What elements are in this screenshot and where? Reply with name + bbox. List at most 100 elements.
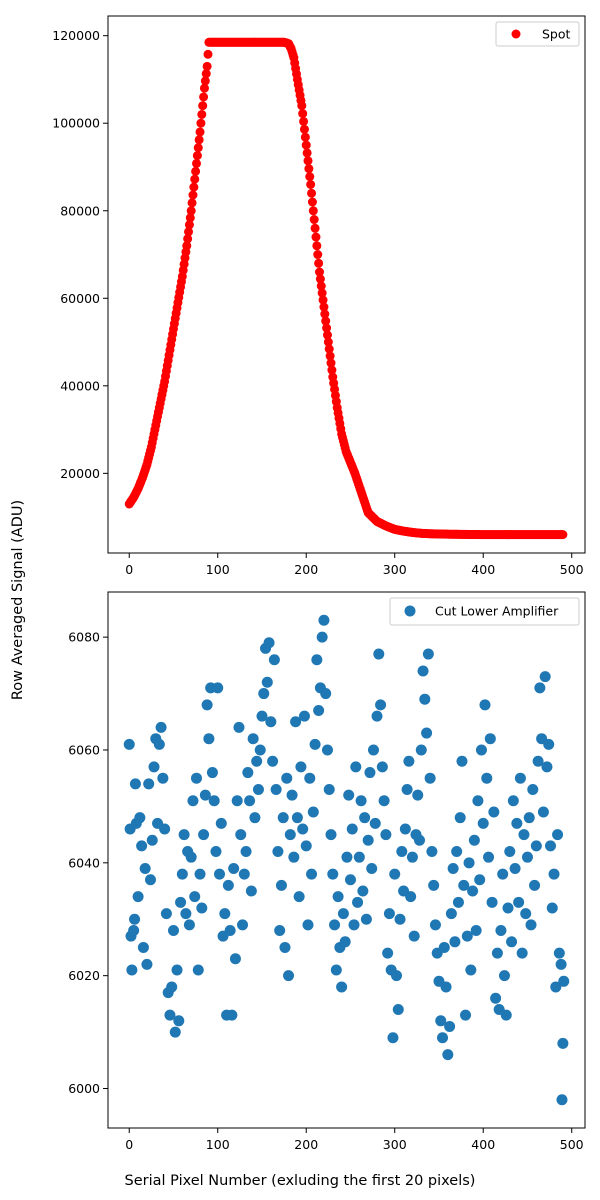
spot-data-point <box>184 220 194 230</box>
amplifier-data-point <box>173 1015 185 1027</box>
amplifier-data-point <box>403 755 415 767</box>
amplifier-data-point <box>311 654 323 666</box>
amplifier-data-point <box>302 919 314 931</box>
amplifier-data-point <box>226 1009 238 1021</box>
spot-data-point <box>186 206 196 216</box>
amplifier-data-point <box>544 840 556 852</box>
spot-data-point <box>301 140 311 150</box>
amplifier-data-point <box>550 981 562 993</box>
spot-y-tick-label: 20000 <box>60 466 100 481</box>
spot-data-point <box>320 309 330 319</box>
amplifier-data-point <box>283 970 295 982</box>
amplifier-data-point <box>279 941 291 953</box>
amplifier-data-point <box>483 851 495 863</box>
amplifier-data-point <box>327 868 339 880</box>
spot-data-point <box>309 215 319 225</box>
spot-data-point <box>312 241 322 251</box>
amplifier-legend-label: Cut Lower Amplifier <box>435 604 559 619</box>
spot-data-point <box>302 148 312 158</box>
amplifier-y-tick-label: 6060 <box>68 742 100 757</box>
amplifier-data-point <box>261 676 273 688</box>
amplifier-data-point <box>293 891 305 903</box>
spot-data-point <box>318 295 328 305</box>
spot-data-point <box>307 188 317 198</box>
amplifier-data-point <box>419 693 431 705</box>
amplifier-data-point <box>274 925 286 937</box>
amplifier-data-point <box>288 851 300 863</box>
spot-data-point <box>188 190 198 200</box>
amplifier-data-point <box>435 1015 447 1027</box>
spot-x-tick-label: 200 <box>294 562 318 577</box>
amplifier-data-point <box>556 1094 568 1106</box>
spot-data-point <box>193 143 203 153</box>
amplifier-data-point <box>387 1032 399 1044</box>
amplifier-data-point <box>383 908 395 920</box>
spot-data-point <box>321 316 331 326</box>
amplifier-data-point <box>313 704 325 716</box>
spot-data-point <box>315 274 325 284</box>
amplifier-data-point <box>300 840 312 852</box>
amplifier-data-point <box>514 772 526 784</box>
amplifier-data-point <box>337 908 349 920</box>
amplifier-data-point <box>224 925 236 937</box>
spot-data-point <box>322 330 332 340</box>
amplifier-data-point <box>378 795 390 807</box>
amplifier-data-point <box>176 868 188 880</box>
amplifier-data-point <box>552 829 564 841</box>
amplifier-data-point <box>490 992 502 1004</box>
spot-legend: Spot <box>495 21 580 47</box>
amplifier-data-point <box>323 783 335 795</box>
amplifier-data-point <box>306 868 318 880</box>
amplifier-data-point <box>180 908 192 920</box>
amplifier-data-point <box>357 885 369 897</box>
amplifier-data-point <box>290 716 302 728</box>
amplifier-data-point <box>506 936 518 948</box>
amplifier-data-point <box>467 885 479 897</box>
amplifier-data-point <box>414 834 426 846</box>
spot-data-point <box>184 227 194 237</box>
spot-data-point <box>299 124 309 134</box>
amplifier-data-point <box>194 868 206 880</box>
amplifier-x-tick-label: 300 <box>383 1137 407 1152</box>
amplifier-data-point <box>247 733 259 745</box>
spot-data-point <box>326 358 336 368</box>
spot-data-point <box>190 174 200 184</box>
spot-data-point <box>314 258 324 268</box>
amplifier-data-point <box>465 964 477 976</box>
amplifier-data-point <box>460 1009 472 1021</box>
amplifier-data-point <box>477 817 489 829</box>
spot-y-tick-label: 100000 <box>52 116 100 131</box>
amplifier-y-axis: 6000 6020 6040 6060 6080 <box>68 630 108 1096</box>
amplifier-data-point <box>329 919 341 931</box>
amplifier-data-point <box>408 930 420 942</box>
amplifier-data-point <box>268 654 280 666</box>
shared-y-axis-title: Row Averaged Signal (ADU) <box>10 500 26 700</box>
amplifier-data-point <box>341 851 353 863</box>
amplifier-data-point <box>284 829 296 841</box>
spot-data-point <box>203 49 213 59</box>
amplifier-data-point <box>513 896 525 908</box>
amplifier-data-point <box>144 874 156 886</box>
amplifier-data-point <box>295 761 307 773</box>
amplifier-data-point <box>367 744 379 756</box>
amplifier-data-point <box>468 834 480 846</box>
amplifier-data-point <box>507 795 519 807</box>
amplifier-data-point <box>516 947 528 959</box>
amplifier-legend-box <box>389 597 580 626</box>
amplifier-x-tick-label: 100 <box>206 1137 230 1152</box>
spot-data-point <box>315 267 325 277</box>
amplifier-data-point <box>375 699 387 711</box>
amplifier-data-point <box>417 665 429 677</box>
amplifier-data-point <box>199 789 211 801</box>
amplifier-data-point <box>442 1049 454 1061</box>
amplifier-data-point <box>440 981 452 993</box>
amplifier-data-point <box>318 614 330 626</box>
amplifier-x-axis: 0 100 200 300 400 500 <box>125 1128 584 1152</box>
amplifier-data-point <box>364 767 376 779</box>
spot-data-point <box>298 109 308 119</box>
spot-data-point <box>189 182 199 192</box>
amplifier-data-point <box>210 846 222 858</box>
amplifier-data-point <box>320 688 332 700</box>
amplifier-data-point <box>488 806 500 818</box>
